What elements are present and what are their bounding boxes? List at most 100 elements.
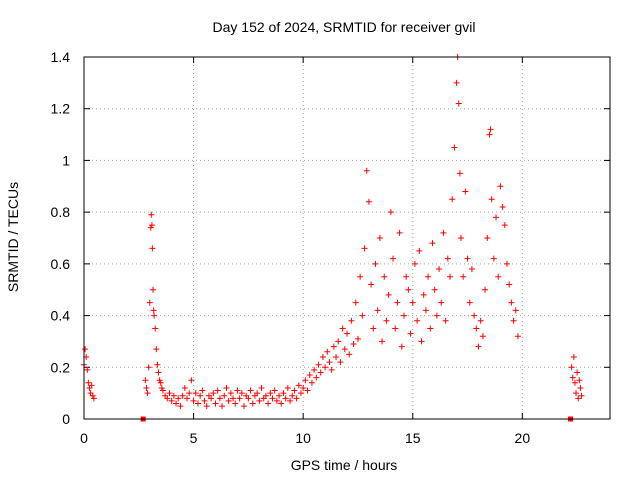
data-point (433, 312, 440, 319)
data-point (361, 245, 368, 252)
data-point (175, 395, 182, 402)
data-point (223, 384, 230, 391)
data-point (578, 392, 585, 399)
axis-ticks: 0 0.2 0.4 0.6 0.8 1 1.2 1.4 0 5 10 15 20 (51, 49, 610, 446)
data-point (154, 361, 161, 368)
data-point (493, 214, 500, 221)
data-point (348, 317, 355, 324)
data-point (449, 196, 456, 203)
data-point (411, 260, 418, 267)
data-point (236, 395, 243, 402)
data-point (462, 188, 469, 195)
data-point (577, 384, 584, 391)
data-point (216, 395, 223, 402)
data-point (471, 312, 478, 319)
data-point (234, 387, 241, 394)
data-point (214, 387, 221, 394)
data-point (297, 390, 304, 397)
data-point (427, 325, 434, 332)
data-point (464, 255, 471, 262)
data-point (148, 222, 155, 229)
data-point (383, 317, 390, 324)
data-point (238, 390, 245, 397)
data-point (499, 203, 506, 210)
x-axis-label: GPS time / hours (291, 457, 398, 473)
data-point (335, 338, 342, 345)
data-point (256, 397, 263, 404)
data-point (357, 273, 364, 280)
data-point (152, 325, 159, 332)
data-point (201, 397, 208, 404)
data-point (400, 312, 407, 319)
data-point (89, 392, 96, 399)
data-point (247, 387, 254, 394)
data-point (333, 353, 340, 360)
data-point (245, 395, 252, 402)
data-point (512, 307, 519, 314)
data-point (418, 338, 425, 345)
data-point (273, 397, 280, 404)
data-point (425, 273, 432, 280)
data-point (514, 333, 521, 340)
data-point (479, 333, 486, 340)
data-point (374, 307, 381, 314)
data-point (482, 286, 489, 293)
x-tick-label: 0 (80, 430, 88, 446)
data-point (385, 291, 392, 298)
data-point (258, 384, 265, 391)
data-point (150, 307, 157, 314)
data-point (497, 183, 504, 190)
data-point (188, 377, 195, 384)
data-point (363, 167, 370, 174)
data-point (145, 364, 152, 371)
data-point (157, 379, 164, 386)
data-point (436, 266, 443, 273)
data-point (495, 273, 502, 280)
data-point (354, 335, 361, 342)
data-point (184, 395, 191, 402)
data-point (379, 338, 386, 345)
data-point (466, 299, 473, 306)
y-tick-label: 0.4 (51, 308, 71, 324)
data-point (291, 387, 298, 394)
data-point (262, 392, 269, 399)
data-point (457, 235, 464, 241)
data-point (300, 384, 307, 391)
data-point (451, 144, 458, 151)
data-point (179, 392, 186, 399)
data-point (508, 299, 515, 306)
data-point (315, 361, 322, 368)
data-point (346, 351, 353, 358)
data-point (192, 390, 199, 397)
data-point (475, 343, 482, 350)
data-point (381, 273, 388, 280)
data-point (568, 364, 575, 371)
data-point (155, 369, 162, 376)
data-point (570, 353, 577, 360)
data-point (313, 374, 320, 381)
data-point (308, 379, 315, 386)
data-point (477, 317, 484, 324)
data-point (484, 235, 491, 241)
data-point (487, 126, 494, 133)
data-point (442, 317, 449, 324)
data-point (278, 400, 285, 407)
data-point (170, 392, 177, 399)
data-point (276, 392, 283, 399)
data-point (337, 359, 344, 366)
x-tick-label: 20 (515, 430, 531, 446)
data-point (311, 366, 318, 373)
data-point (85, 379, 92, 386)
data-point (156, 377, 163, 384)
data-point (282, 395, 289, 402)
data-point (339, 325, 346, 332)
data-point (280, 390, 287, 397)
data-point (488, 196, 495, 203)
data-point (328, 366, 335, 373)
y-tick-label: 0.8 (51, 204, 71, 220)
data-point (302, 377, 309, 384)
data-point (82, 346, 89, 353)
data-point (575, 395, 582, 402)
y-tick-label: 1.2 (51, 101, 71, 117)
